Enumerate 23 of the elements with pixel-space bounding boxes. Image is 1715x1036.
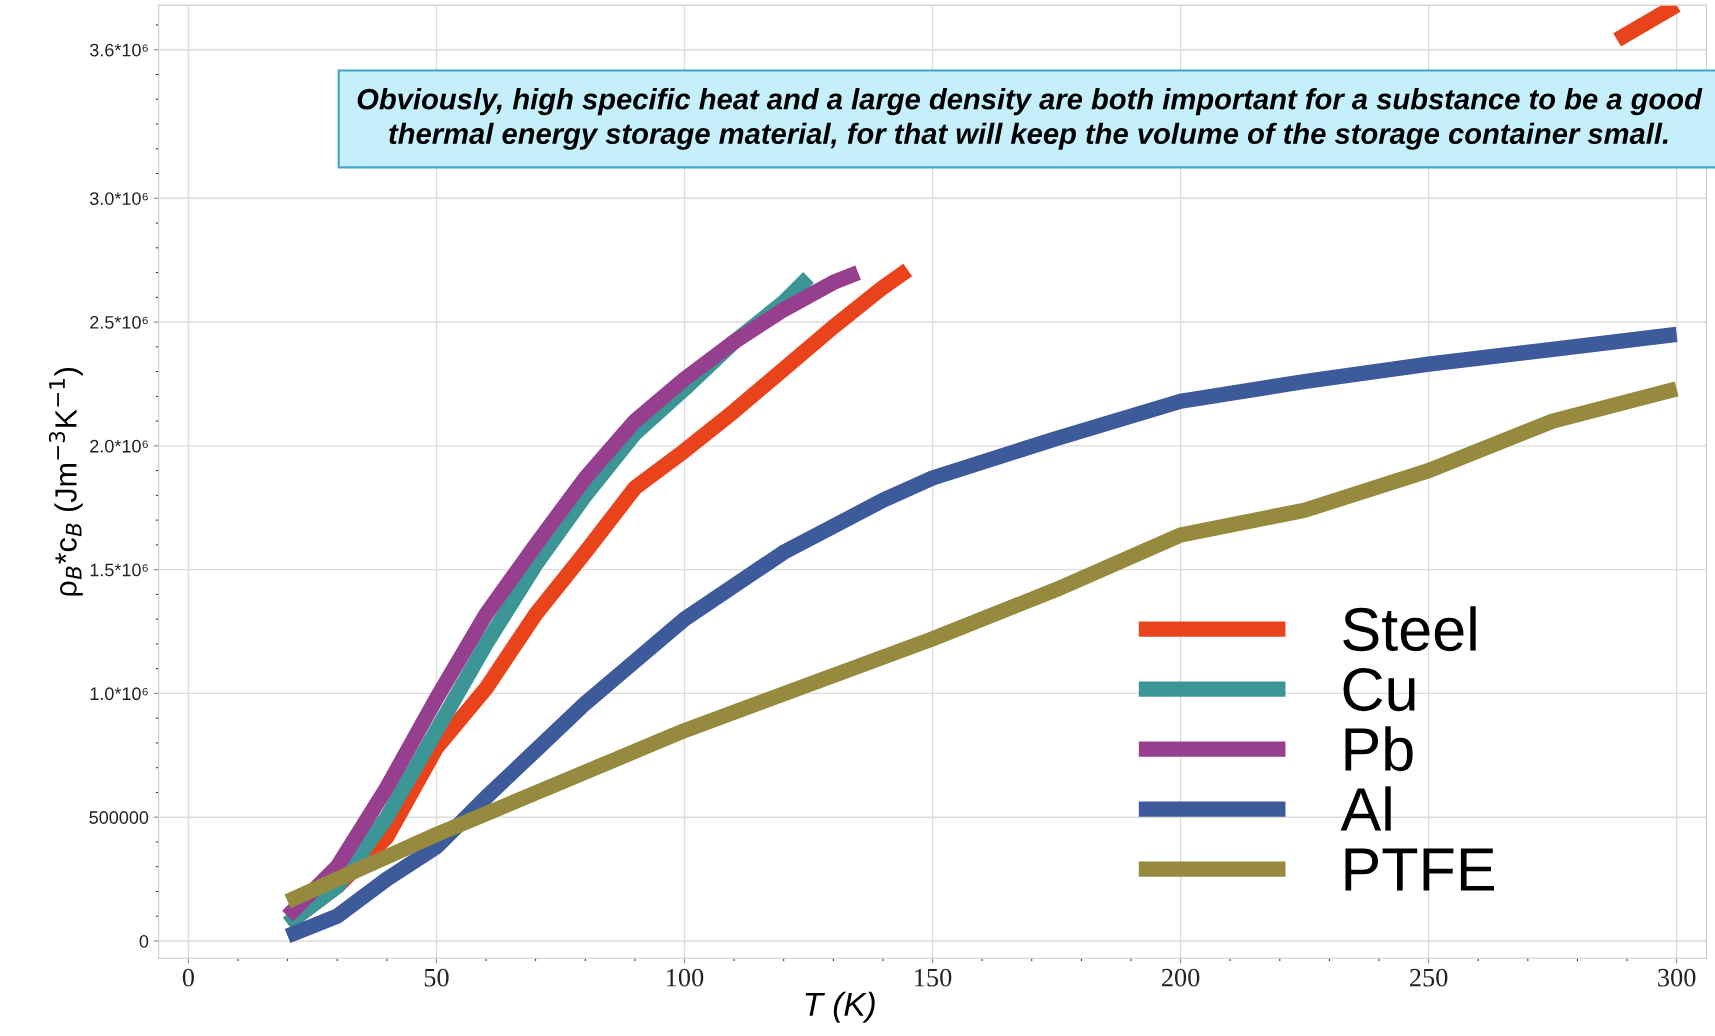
x-tick-label: 150 [915, 968, 952, 987]
text: ρ$_{B}$*c$_{B}$ (Jm$^{−3}$K$^{−1}$) [48, 368, 83, 596]
x-tick-label: 100 [667, 968, 704, 987]
annotation: Obviously, high specific heat and a large density are both important for a substance to be a good thermal energy storage material, for that will keep the volume of the storage container small. [357, 88, 1703, 150]
y-tick-label: 2.5*10⁶ [90, 316, 148, 329]
x-tick-label: 300 [1658, 968, 1696, 987]
legend-label: Al [1340, 786, 1391, 831]
legend-label: PTFE [1345, 848, 1495, 891]
y-tick-label: 1.0*10⁶ [90, 687, 148, 701]
x-tick-label: 200 [1161, 968, 1200, 987]
x-tick-label: 0 [182, 968, 194, 987]
y-tick-label: 0 [139, 934, 149, 948]
legend-label: Cu [1343, 667, 1415, 712]
x-tick-label: 250 [1409, 968, 1448, 987]
y-tick-label: 3.6*10⁶ [89, 43, 148, 57]
legend-label: Steel [1343, 606, 1476, 652]
y-tick-label: 3.0*10⁶ [89, 192, 148, 205]
legend-label: Pb [1345, 726, 1413, 772]
x-axis-title: T (K) [805, 991, 875, 1023]
y-tick-label: 500000 [89, 811, 149, 824]
x-tick-label: 50 [424, 968, 449, 987]
y-tick-label: 1.5*10⁶ [90, 563, 148, 577]
y-tick-label: 2.0*10⁶ [90, 439, 148, 453]
